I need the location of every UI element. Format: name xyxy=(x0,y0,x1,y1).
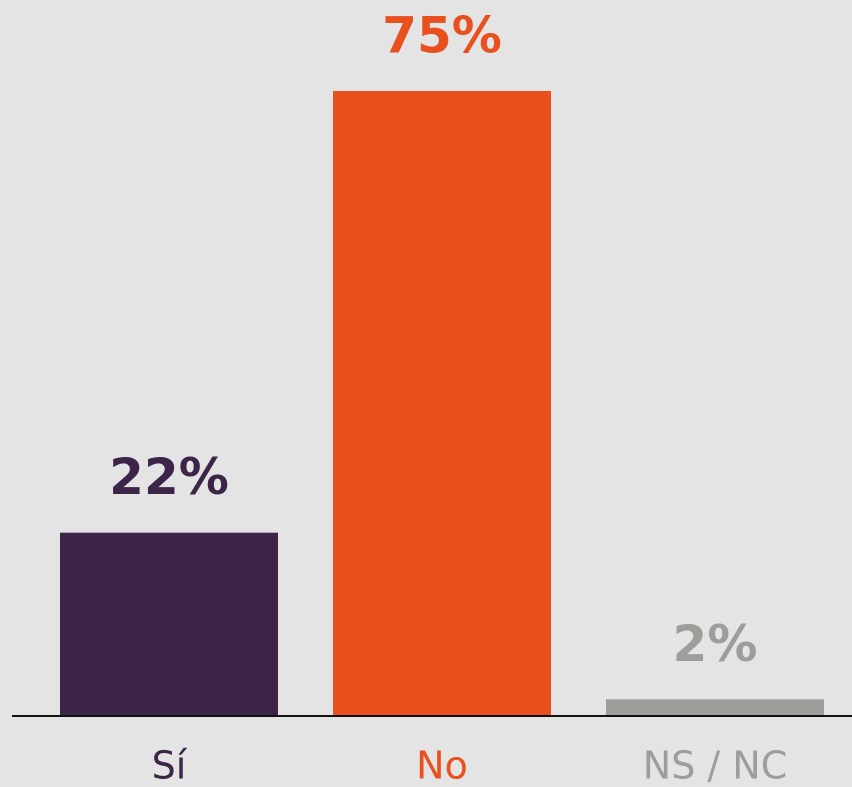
bar xyxy=(333,91,551,716)
bar xyxy=(606,699,824,716)
value-label: 22% xyxy=(109,448,229,506)
category-label: No xyxy=(416,744,468,787)
value-label: 2% xyxy=(673,615,758,673)
category-label: Sí xyxy=(152,744,188,787)
category-label: NS / NC xyxy=(643,744,787,787)
value-label: 75% xyxy=(382,7,502,65)
bar xyxy=(60,532,278,716)
